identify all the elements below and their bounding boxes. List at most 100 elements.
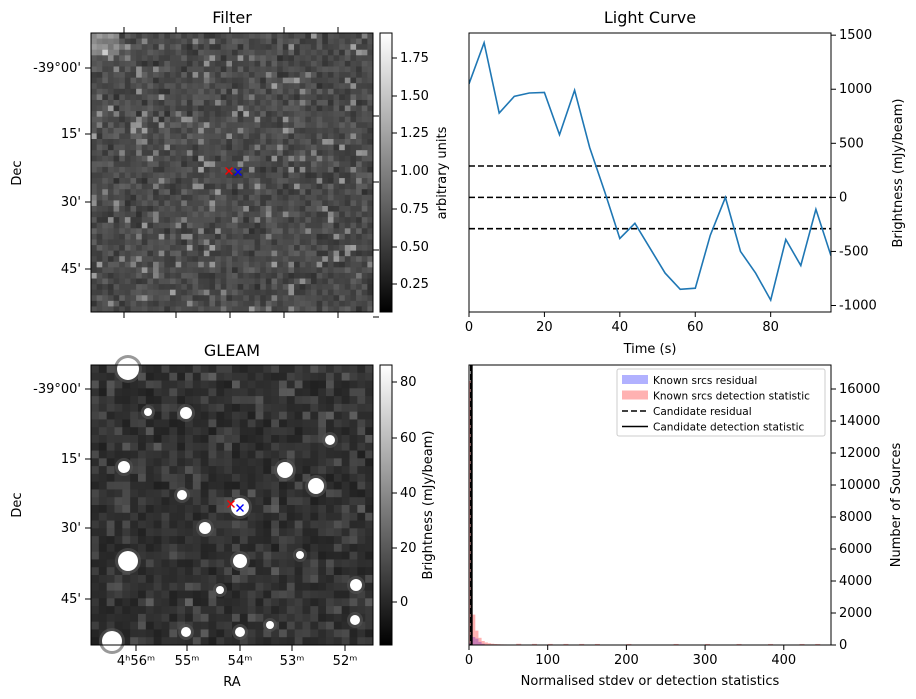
gleam-pixel — [333, 528, 343, 537]
filter-pixel — [91, 233, 98, 240]
filter-pixel — [316, 77, 323, 84]
filter-pixel — [356, 116, 363, 123]
filter-pixel — [299, 183, 306, 190]
filter-pixel — [322, 233, 329, 240]
filter-pixel — [226, 60, 233, 67]
filter-pixel — [130, 72, 137, 79]
gleam-source — [117, 358, 139, 380]
gleam-pixel — [247, 567, 256, 576]
filter-pixel — [209, 60, 216, 67]
filter-pixel — [232, 284, 239, 291]
filter-pixel — [130, 66, 137, 73]
filter-pixel — [119, 261, 126, 268]
filter-pixel — [220, 66, 227, 73]
filter-pixel — [333, 256, 340, 263]
filter-pixel — [344, 289, 351, 296]
gleam-pixel — [106, 458, 115, 467]
filter-pixel — [220, 295, 227, 302]
gleam-pixel — [177, 427, 186, 436]
gleam-pixel — [192, 458, 202, 467]
filter-pixel — [181, 211, 188, 218]
filter-pixel — [136, 105, 143, 112]
gleam-pixel — [247, 380, 256, 389]
gleam-pixel — [263, 427, 272, 436]
filter-pixel — [333, 178, 340, 185]
filter-pixel — [277, 217, 284, 224]
filter-pixel — [226, 150, 233, 157]
filter-pixel — [243, 217, 250, 224]
filter-pixel — [248, 272, 255, 279]
filter-pixel — [220, 33, 227, 39]
filter-pixel — [198, 122, 205, 129]
gleam-pixel — [333, 380, 343, 389]
filter-pixel — [198, 300, 205, 307]
filter-pixel — [181, 222, 188, 229]
gleam-pixel — [98, 473, 108, 483]
filter-pixel — [119, 44, 126, 51]
filter-pixel — [96, 33, 103, 39]
filter-pixel — [124, 239, 131, 246]
filter-pixel — [265, 49, 272, 56]
filter-pixel — [181, 44, 188, 51]
filter-pixel — [254, 161, 261, 168]
filter-pixel — [305, 289, 312, 296]
filter-pixel — [113, 122, 120, 129]
gleam-pixel — [185, 505, 194, 514]
filter-pixel — [356, 228, 363, 235]
filter-pixel — [271, 278, 278, 285]
gleam-pixel — [106, 621, 115, 630]
filter-pixel — [299, 88, 306, 95]
filter-pixel — [282, 205, 289, 212]
filter-pixel — [327, 211, 334, 218]
filter-pixel — [237, 306, 244, 313]
gleam-pixel — [286, 512, 296, 521]
gleam-pixel — [310, 567, 319, 576]
filter-pixel — [339, 217, 346, 224]
filter-pixel — [175, 105, 182, 112]
gleam-pixel — [279, 559, 288, 568]
filter-pixel — [136, 200, 143, 207]
filter-pixel — [203, 178, 210, 185]
gleam-pixel — [185, 637, 194, 646]
filter-pixel — [322, 33, 329, 39]
filter-pixel — [147, 189, 154, 196]
filter-pixel — [254, 250, 261, 257]
gleam-pixel — [294, 567, 303, 576]
gleam-pixel — [357, 458, 366, 467]
filter-pixel — [294, 105, 301, 112]
filter-pixel — [209, 133, 216, 140]
gleam-pixel — [216, 520, 225, 529]
filter-pixel — [367, 261, 374, 268]
gleam-pixel — [106, 427, 115, 436]
filter-pixel — [260, 284, 267, 291]
filter-pixel — [164, 272, 171, 279]
filter-pixel — [91, 272, 98, 279]
gleam-pixel — [247, 473, 256, 483]
gleam-pixel — [310, 466, 319, 475]
filter-pixel — [282, 161, 289, 168]
filter-pixel — [288, 116, 295, 123]
gleam-pixel — [91, 411, 100, 420]
filter-pixel — [288, 300, 295, 307]
gleam-pixel — [279, 598, 288, 607]
filter-pixel — [107, 200, 114, 207]
filter-pixel — [124, 295, 131, 302]
gleam-pixel — [279, 442, 288, 451]
filter-pixel — [158, 222, 165, 229]
filter-pixel — [124, 272, 131, 279]
filter-pixel — [124, 222, 131, 229]
filter-pixel — [248, 183, 255, 190]
filter-pixel — [339, 228, 346, 235]
filter-pixel — [288, 295, 295, 302]
filter-pixel — [226, 267, 233, 274]
gleam-pixel — [310, 458, 319, 467]
filter-pixel — [277, 122, 284, 129]
filter-pixel — [107, 245, 114, 252]
gleam-pixel — [91, 419, 100, 428]
gleam-pixel — [326, 473, 335, 483]
filter-colorbar-tick-label: 1.25 — [400, 126, 429, 141]
filter-pixel — [175, 306, 182, 313]
filter-pixel — [130, 55, 137, 62]
filter-pixel — [248, 38, 255, 45]
filter-pixel — [91, 38, 98, 45]
